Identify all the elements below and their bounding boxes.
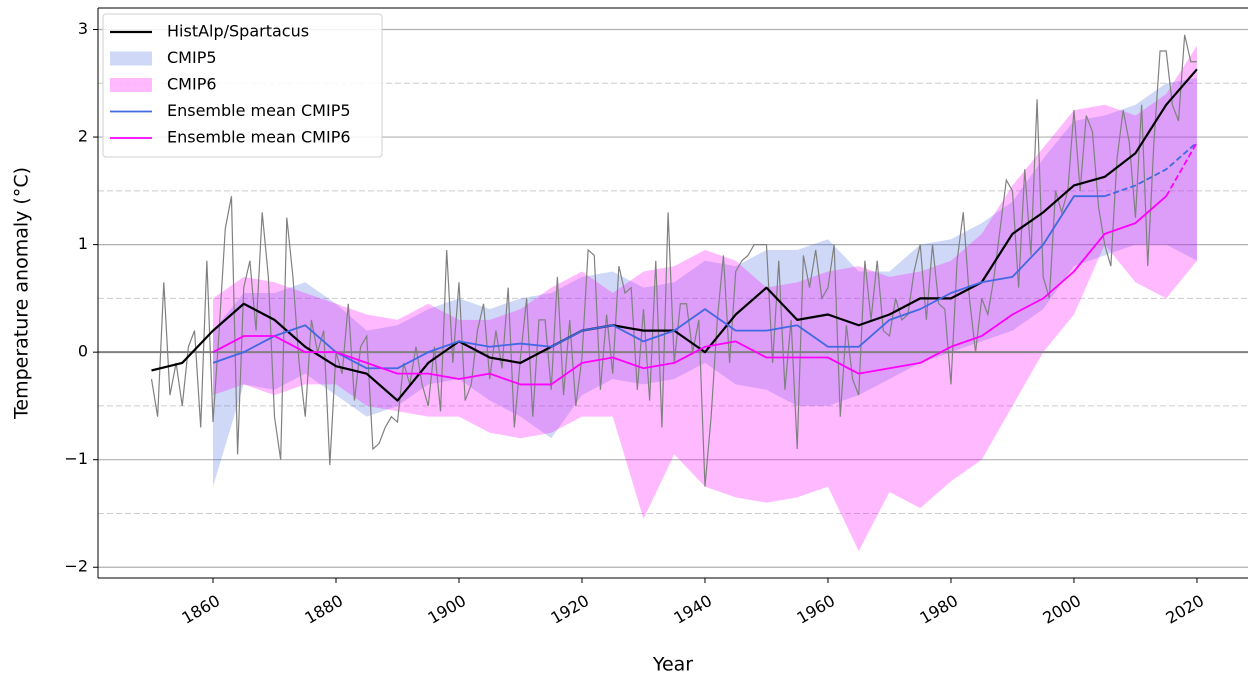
y-tick-label: 0: [78, 342, 88, 361]
plot-area: [98, 34, 1248, 552]
y-tick-label: −1: [64, 449, 88, 468]
x-axis-label: Year: [652, 654, 693, 676]
legend-box: [102, 13, 383, 158]
y-tick-label: 2: [78, 127, 88, 146]
legend-label: Ensemble mean CMIP5: [167, 101, 351, 120]
x-tick-label: 1960: [793, 591, 838, 628]
x-tick-label: 1920: [547, 591, 592, 628]
line: [212, 195, 1105, 370]
x-tick-label: 1880: [301, 591, 346, 628]
y-tick-label: 1: [78, 234, 88, 253]
y-tick-label: 3: [78, 19, 88, 38]
x-tick-label: 1940: [670, 591, 715, 628]
legend-label: CMIP5: [167, 48, 217, 67]
x-tick-label: 1980: [916, 591, 961, 628]
line-dashed: [1165, 141, 1198, 197]
x-tick-label: 2000: [1039, 591, 1084, 628]
line-dashed: [1104, 141, 1198, 198]
legend-label: CMIP6: [167, 75, 217, 94]
y-axis-label: Temperature anomaly (°C): [11, 167, 33, 420]
band: [213, 77, 1197, 487]
legend-label: HistAlp/Spartacus: [167, 22, 309, 41]
band: [213, 45, 1197, 552]
legend-swatch: [110, 51, 152, 66]
y-tick-label: −2: [64, 557, 88, 576]
x-tick-label: 1900: [424, 591, 469, 628]
x-tick-label: 2020: [1162, 591, 1207, 628]
x-tick-label: 1860: [178, 591, 223, 628]
legend: HistAlp/Spartacus CMIP5 CMIP6 Ensemble mean…: [102, 13, 383, 158]
legend-swatch: [110, 78, 152, 92]
legend-label: Ensemble mean CMIP6: [167, 128, 351, 147]
line: [212, 195, 1167, 386]
